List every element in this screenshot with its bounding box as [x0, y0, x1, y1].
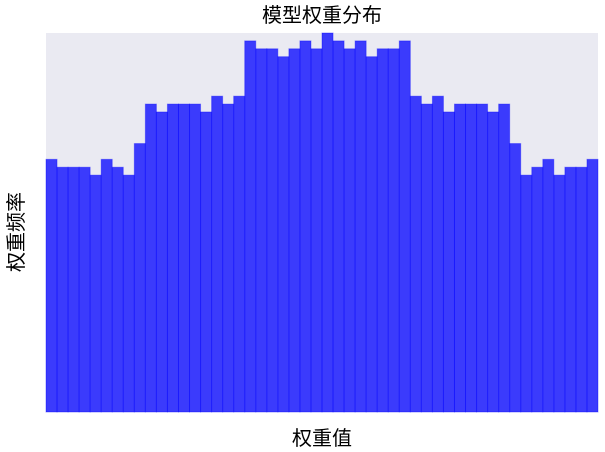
- histogram-bar-23: [288, 48, 301, 413]
- histogram-bar-10: [144, 103, 157, 413]
- histogram-bar-17: [222, 103, 235, 413]
- histogram-bar-3: [67, 166, 80, 413]
- histogram-bar-33: [398, 40, 411, 413]
- histogram-bar-2: [56, 166, 69, 413]
- histogram-bar-24: [299, 40, 312, 413]
- histogram-bar-20: [255, 48, 268, 413]
- histogram-bar-35: [420, 103, 433, 413]
- histogram-bar-49: [575, 166, 588, 413]
- histogram-bar-25: [310, 48, 323, 413]
- histogram-bar-34: [409, 95, 422, 413]
- chart-title: 模型权重分布: [262, 3, 382, 27]
- histogram-bar-26: [321, 32, 334, 413]
- bars-group: [45, 32, 599, 413]
- histogram-bar-4: [78, 166, 91, 413]
- histogram-bar-40: [476, 103, 489, 413]
- histogram-bar-16: [211, 95, 224, 413]
- histogram-bar-36: [431, 95, 444, 413]
- histogram-bar-14: [189, 103, 202, 413]
- histogram-bar-44: [520, 174, 533, 413]
- histogram-bar-32: [387, 48, 400, 413]
- histogram-bar-21: [266, 48, 279, 413]
- y-axis-label: 权重频率: [4, 192, 28, 272]
- histogram-bar-5: [89, 174, 102, 413]
- histogram-bar-9: [133, 143, 146, 413]
- x-axis-label: 权重值: [292, 426, 352, 450]
- histogram-bar-15: [200, 111, 213, 413]
- histogram-bar-11: [155, 111, 168, 413]
- histogram-bar-30: [365, 56, 378, 413]
- histogram-bar-28: [343, 48, 356, 413]
- histogram-bar-42: [498, 103, 511, 413]
- histogram-bar-39: [465, 103, 478, 413]
- histogram-bar-37: [442, 111, 455, 413]
- histogram-bar-27: [332, 40, 345, 413]
- histogram-bar-43: [509, 143, 522, 413]
- histogram-bar-6: [100, 158, 113, 413]
- histogram-bar-46: [542, 158, 555, 413]
- histogram-bar-50: [586, 158, 599, 413]
- histogram-bar-12: [166, 103, 179, 413]
- histogram-bar-13: [177, 103, 191, 413]
- histogram-bar-8: [122, 174, 135, 413]
- histogram-bar-7: [111, 166, 124, 413]
- histogram-bar-38: [453, 103, 467, 413]
- histogram-bar-1: [45, 158, 58, 413]
- histogram-bar-45: [531, 166, 544, 413]
- histogram-bar-48: [564, 166, 577, 413]
- histogram-bar-31: [376, 48, 389, 413]
- histogram-bar-22: [277, 56, 290, 413]
- histogram-bar-41: [487, 111, 500, 413]
- histogram-bar-29: [354, 40, 367, 413]
- histogram-bar-47: [553, 174, 566, 413]
- histogram-bar-18: [233, 95, 246, 413]
- histogram-bar-19: [244, 40, 257, 413]
